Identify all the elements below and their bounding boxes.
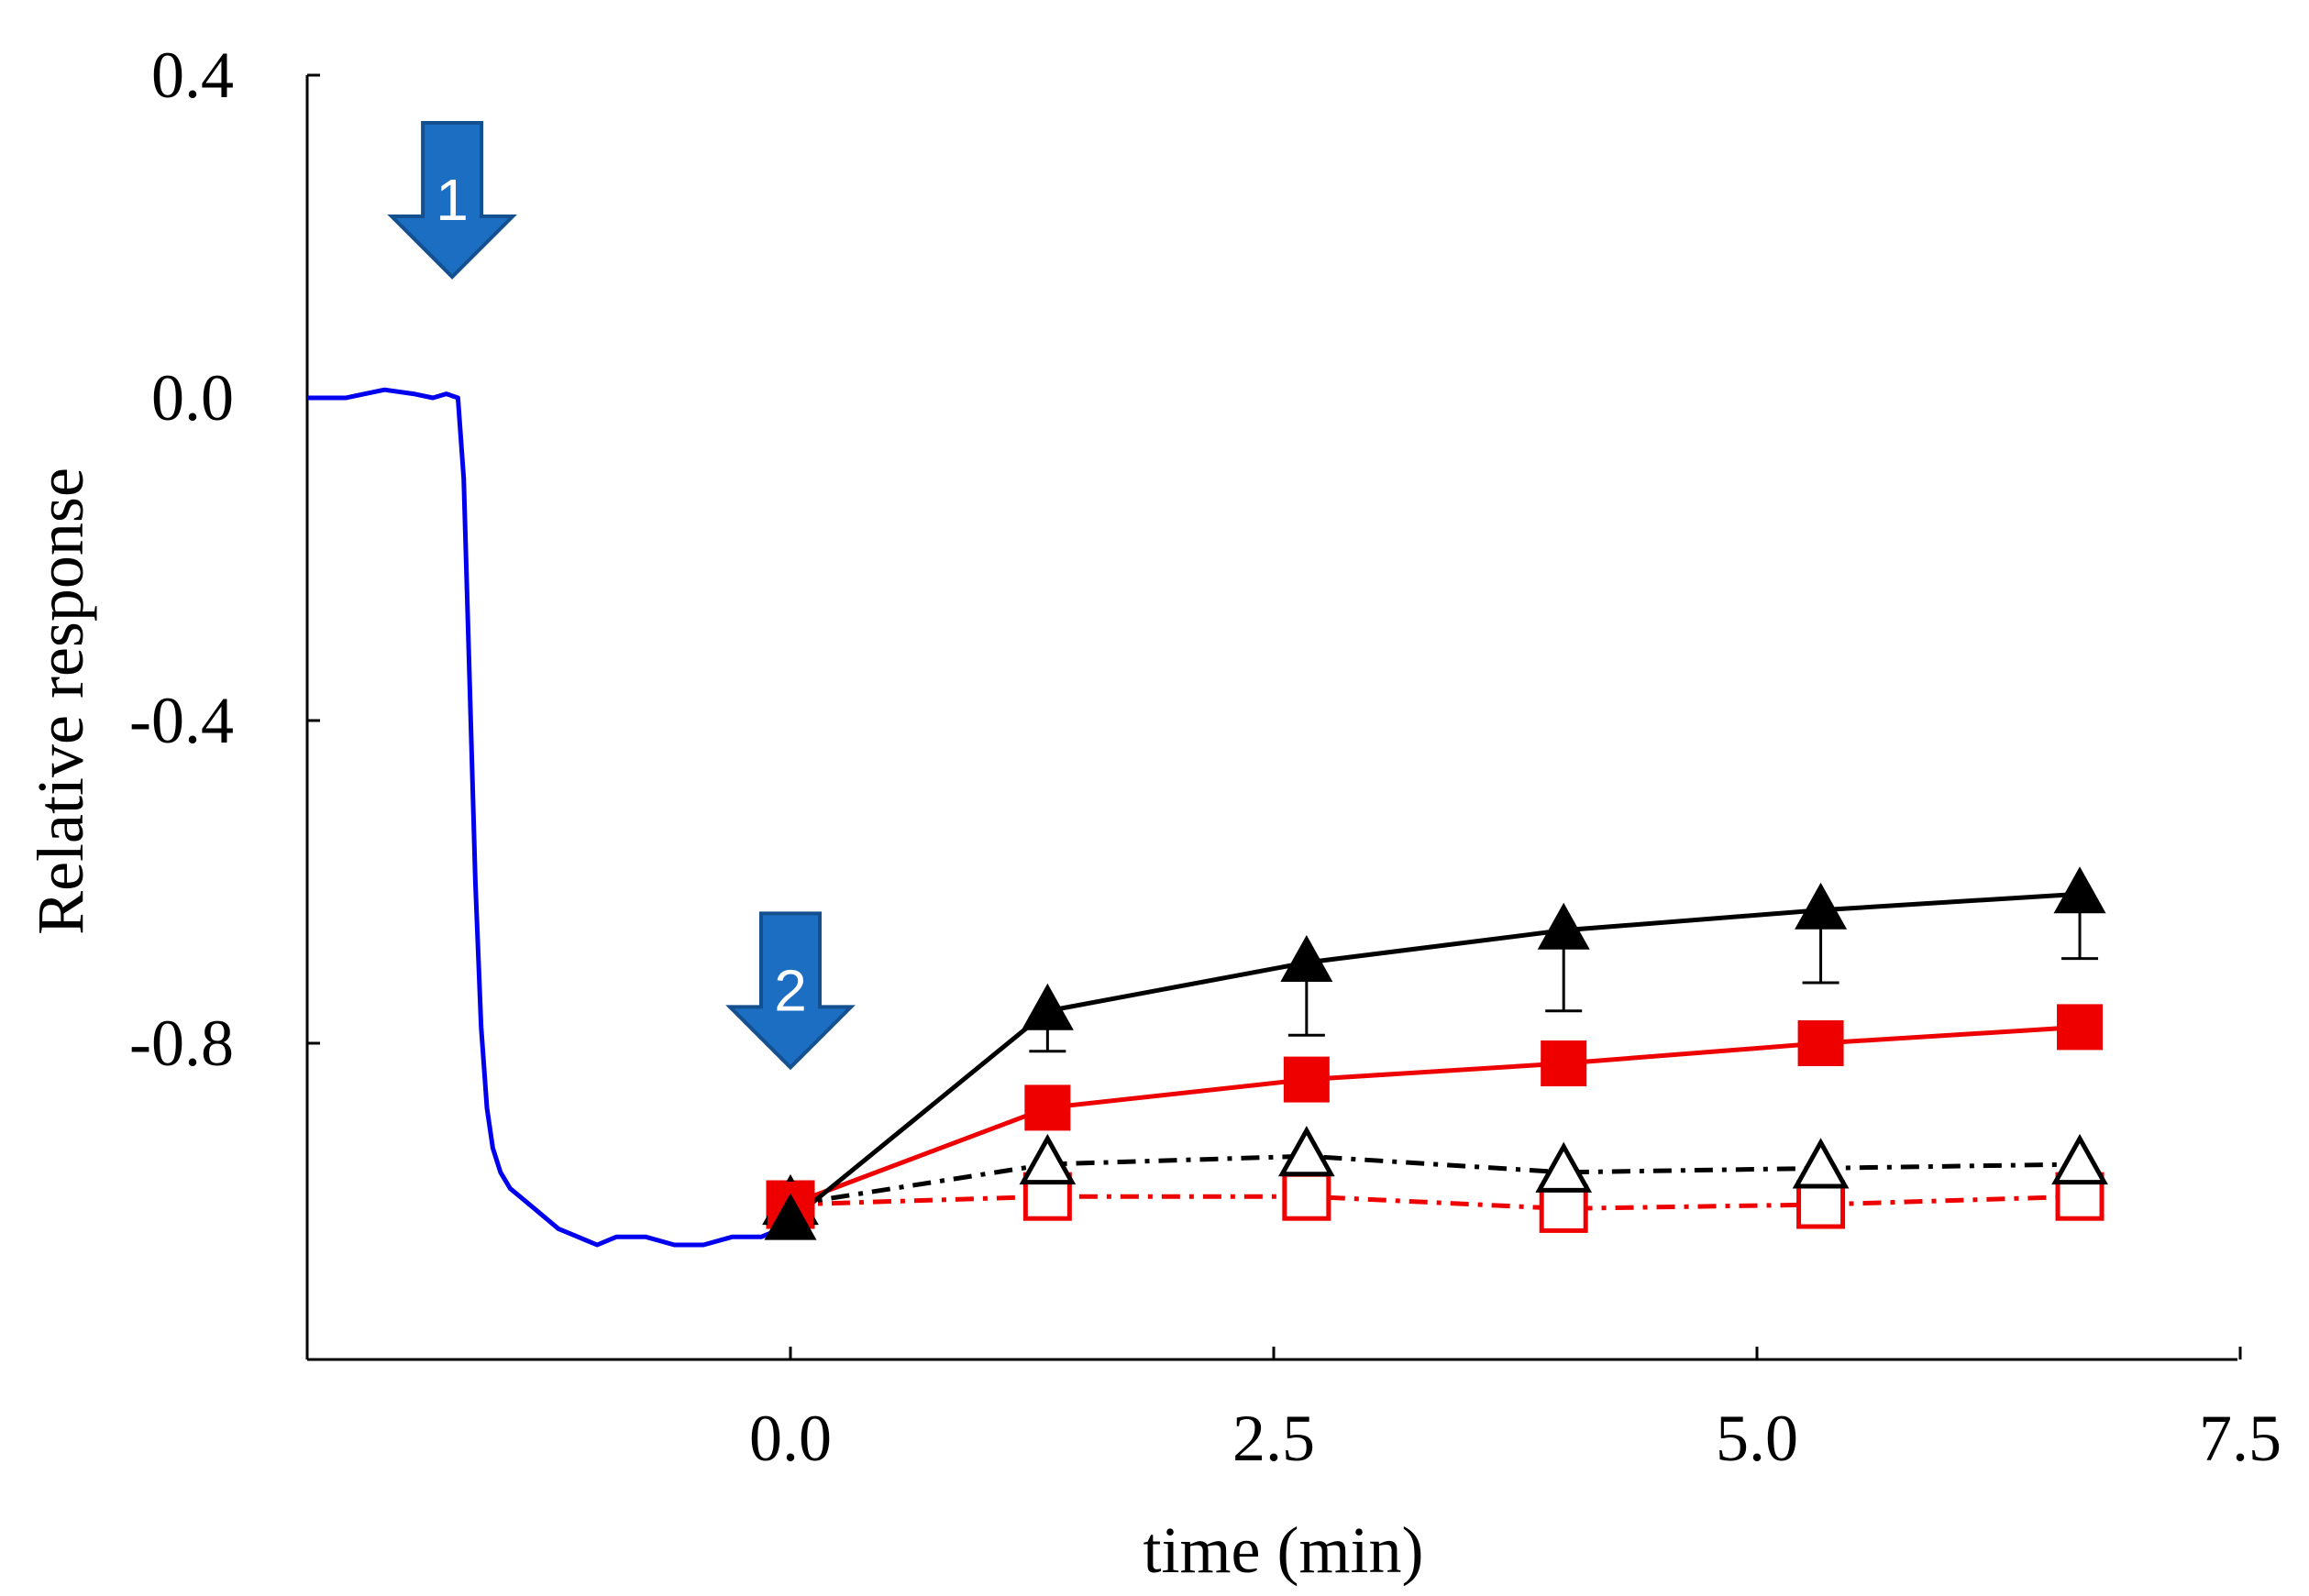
x-ticks: 0.0 2.5 5.0 7.5 bbox=[749, 1347, 2281, 1475]
y-tick-label: -0.8 bbox=[129, 1007, 234, 1080]
marker-triangle-filled bbox=[1795, 882, 1848, 930]
arrow-number: 2 bbox=[774, 957, 807, 1023]
y-tick-label: 0.4 bbox=[151, 39, 234, 112]
marker-triangle-filled bbox=[1537, 902, 1590, 950]
x-tick-label: 0.0 bbox=[749, 1402, 832, 1475]
marker-square-filled bbox=[1024, 1084, 1071, 1131]
marker-triangle-filled bbox=[1280, 935, 1333, 982]
series-line bbox=[790, 1194, 2081, 1211]
arrow-shape bbox=[725, 911, 856, 1071]
marker-square-filled bbox=[1797, 1020, 1844, 1066]
y-tick-label: -0.4 bbox=[129, 684, 234, 757]
marker-triangle-filled bbox=[2053, 866, 2106, 914]
trace-layer bbox=[307, 387, 792, 1248]
marker-square-open bbox=[1796, 1180, 1846, 1229]
marker-square-open bbox=[1282, 1172, 1331, 1221]
trace-line bbox=[307, 387, 792, 1248]
annotations: 12 bbox=[387, 121, 856, 1071]
marker-square-filled bbox=[1283, 1056, 1330, 1103]
y-ticks: 0.4 0.0 -0.4 -0.8 bbox=[129, 39, 320, 1080]
marker-square-filled bbox=[2057, 1004, 2104, 1051]
x-tick-label: 5.0 bbox=[1716, 1402, 1798, 1475]
marker-triangle-open bbox=[1535, 1141, 1593, 1193]
marker-square-open bbox=[1539, 1183, 1588, 1233]
x-tick-label: 7.5 bbox=[2199, 1402, 2281, 1475]
marker-square-filled bbox=[1541, 1040, 1587, 1086]
series-lines bbox=[789, 891, 2081, 1223]
marker-triangle-open bbox=[1277, 1126, 1335, 1177]
annotation-arrow-1: 1 bbox=[387, 121, 517, 280]
axes: 0.0 2.5 5.0 7.5 0.4 0.0 -0.4 -0.8 bbox=[129, 39, 2281, 1475]
series-line bbox=[790, 1153, 2081, 1207]
arrow-shape bbox=[387, 121, 517, 280]
marker-triangle-filled bbox=[764, 1193, 817, 1240]
y-tick-label: 0.0 bbox=[151, 361, 234, 435]
marker-triangle-open bbox=[1019, 1133, 1077, 1185]
x-axis-label: time (min) bbox=[1143, 1513, 1424, 1587]
arrow-number: 1 bbox=[436, 167, 469, 233]
annotation-arrow-2: 2 bbox=[725, 911, 856, 1071]
series-line bbox=[789, 891, 2081, 1223]
marker-triangle-filled bbox=[1021, 983, 1074, 1030]
y-axis-label: Relative response bbox=[24, 468, 97, 935]
marker-triangle-open bbox=[1792, 1138, 1850, 1189]
x-tick-label: 2.5 bbox=[1232, 1402, 1315, 1475]
marker-triangle-open bbox=[2051, 1133, 2108, 1185]
series-line bbox=[790, 1024, 2081, 1207]
markers bbox=[762, 866, 2108, 1240]
